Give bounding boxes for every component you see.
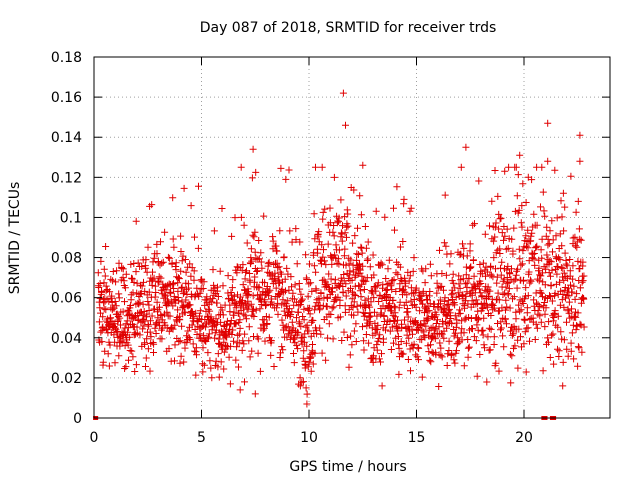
x-axis-label: GPS time / hours <box>289 459 406 475</box>
y-tick-label: 0.1 <box>60 210 82 226</box>
data-points <box>93 89 588 420</box>
y-tick-label: 0.06 <box>51 291 82 307</box>
x-tick-label: 20 <box>515 430 533 446</box>
x-tick-label: 15 <box>408 430 426 446</box>
y-axis-label: SRMTID / TECUs <box>7 182 23 295</box>
x-tick-label: 5 <box>197 430 206 446</box>
y-tick-label: 0 <box>73 411 82 427</box>
y-tick-label: 0.08 <box>51 251 82 267</box>
grid-lines <box>94 57 610 418</box>
x-tick-label: 0 <box>90 430 99 446</box>
y-tick-label: 0.02 <box>51 371 82 387</box>
y-tick-label: 0.18 <box>51 50 82 66</box>
y-tick-label: 0.04 <box>51 331 82 347</box>
scatter-points <box>94 89 588 408</box>
y-tick-label: 0.16 <box>51 90 82 106</box>
plot-frame <box>93 56 611 419</box>
axis-ticks: 0 0.02 0.04 0.06 0.08 0.1 0.12 0.14 0.16 0.18 0 5 10… <box>51 50 610 446</box>
chart-title: Day 087 of 2018, SRMTID for receiver trd… <box>200 20 497 36</box>
x-tick-label: 10 <box>300 430 318 446</box>
y-tick-label: 0.14 <box>51 130 82 146</box>
y-tick-label: 0.12 <box>51 170 82 186</box>
